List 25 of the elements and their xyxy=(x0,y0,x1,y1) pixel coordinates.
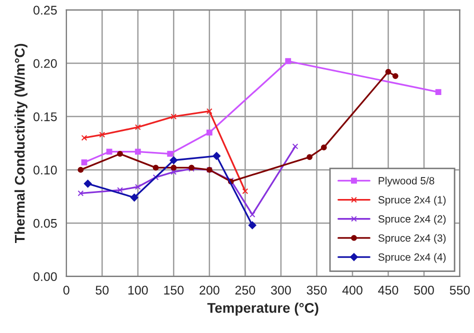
x-tick-label: 450 xyxy=(378,286,398,295)
legend-label: Plywood 5/8 xyxy=(378,176,434,187)
legend-label: Spruce 2x4 (3) xyxy=(378,234,446,244)
x-tick-label: 50 xyxy=(96,286,109,295)
x-tick-label: 550 xyxy=(450,286,470,295)
x-axis-title: Temperature (°C) xyxy=(207,302,318,316)
x-tick-label: 300 xyxy=(271,286,291,295)
x-tick-label: 200 xyxy=(200,286,220,295)
y-tick-label: 0.25 xyxy=(33,6,57,15)
legend-label: Spruce 2x4 (1) xyxy=(378,196,446,206)
y-tick-label: 0.15 xyxy=(33,112,57,122)
x-tick-label: 100 xyxy=(128,286,148,295)
y-tick-label: 0.05 xyxy=(33,218,57,228)
y-tick-label: 0.20 xyxy=(33,59,57,68)
legend-label: Spruce 2x4 (2) xyxy=(378,214,446,225)
y-tick-label: 0.00 xyxy=(33,272,57,282)
x-tick-label: 500 xyxy=(414,286,434,295)
y-axis-title: Thermal Conductivity (W/m°C) xyxy=(14,44,28,244)
x-tick-label: 350 xyxy=(306,286,327,295)
y-tick-label: 0.10 xyxy=(33,166,57,174)
legend-label: Spruce 2x4 (4) xyxy=(378,253,446,263)
x-tick-label: 0 xyxy=(63,286,70,295)
x-tick-label: 400 xyxy=(342,286,362,295)
x-tick-label: 250 xyxy=(235,286,256,295)
x-tick-label: 150 xyxy=(164,286,184,295)
